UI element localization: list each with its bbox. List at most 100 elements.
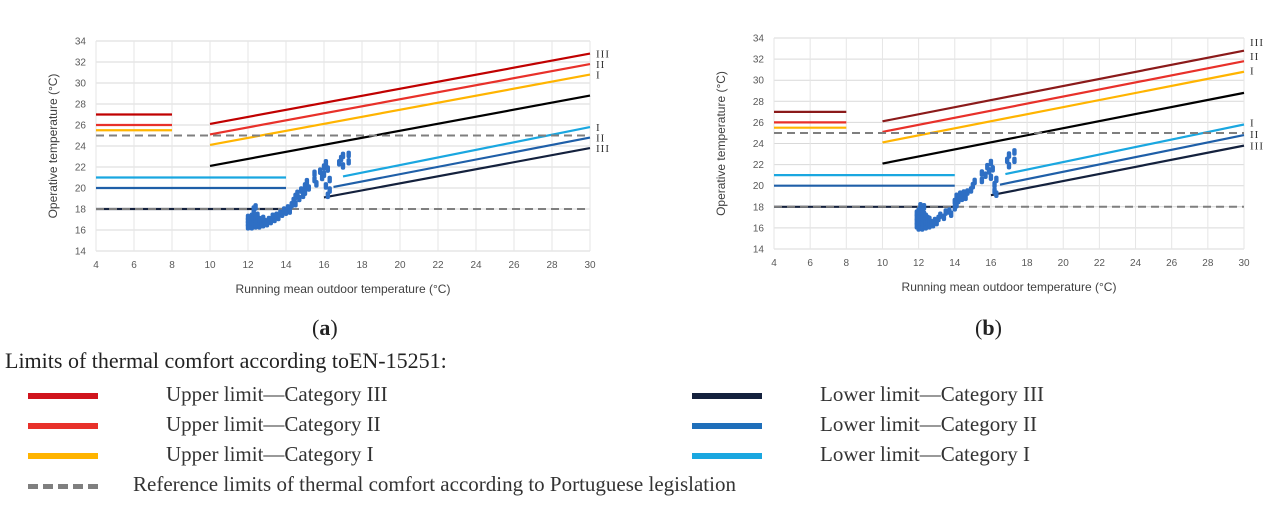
chart-b-category-label: I <box>1250 66 1255 78</box>
chart-a-xtick-label: 30 <box>584 260 596 271</box>
chart-a-category-label: III <box>596 49 610 61</box>
legend-label-lower-iii: Lower limit—Category III <box>820 382 1044 406</box>
chart-a-scatter-point-45 <box>302 188 308 196</box>
chart-b-xtick-label: 24 <box>1130 258 1142 269</box>
chart-b-scatter-point-34 <box>938 211 943 220</box>
chart-b-xtick-label: 20 <box>1058 258 1070 269</box>
caption-b: (b) <box>975 315 1002 340</box>
chart-a-xtick-label: 4 <box>93 260 99 271</box>
chart-b-scatter-point-63 <box>994 190 999 198</box>
chart-b-xlabel: Running mean outdoor temperature (°C) <box>902 280 1117 294</box>
chart-b-scatter-point-54 <box>983 171 988 179</box>
chart-b-ytick-label: 32 <box>753 55 765 66</box>
chart-b-scatter-point-67 <box>1012 148 1017 156</box>
chart-a-ytick-label: 32 <box>75 58 87 69</box>
chart-b-category-label: III <box>1250 37 1264 49</box>
chart-b-line-upper-limit-category-i-1 <box>882 70 1245 144</box>
chart-a-xtick-label: 16 <box>318 260 330 271</box>
chart-b-ytick-label: 24 <box>753 139 765 150</box>
caption-b-letter: b <box>982 315 995 340</box>
chart-a-line-lower-limit-category-iii-1 <box>323 147 591 199</box>
chart-b-line-upper-limit-category-iii-1 <box>882 49 1245 123</box>
legend-swatch-lower-ii <box>692 423 762 429</box>
chart-b-line-lower-limit-category-ii-1 <box>999 133 1245 186</box>
chart-b-scatter-point-48 <box>965 188 970 196</box>
chart-a-xtick-label: 12 <box>242 260 254 271</box>
chart-b-xtick-label: 16 <box>985 258 997 269</box>
chart-a-ytick-label: 16 <box>75 226 87 237</box>
chart-b-scatter-point-53 <box>979 169 985 177</box>
chart-a-scatter-point-60 <box>327 186 332 194</box>
chart-b-scatter-point-66 <box>1006 161 1012 170</box>
chart-b-xtick-label: 4 <box>771 258 777 269</box>
chart-a-xtick-label: 24 <box>470 260 482 271</box>
legend-swatch-upper-i <box>28 453 98 459</box>
chart-a-line-neutral-0 <box>209 94 591 168</box>
chart-a-scatter-point-57 <box>325 165 330 173</box>
chart-a-xtick-label: 14 <box>280 260 292 271</box>
chart-b-xtick-label: 26 <box>1166 258 1178 269</box>
chart-a-xtick-label: 18 <box>356 260 368 271</box>
chart-b-ytick-label: 20 <box>753 181 765 192</box>
chart-a-category-label: II <box>596 133 605 145</box>
chart-a-ytick-label: 20 <box>75 184 87 195</box>
chart-a-ytick-label: 18 <box>75 205 87 216</box>
chart-a-category-label: III <box>596 143 610 155</box>
chart-b-ytick-label: 30 <box>753 76 765 87</box>
chart-b-xtick-label: 22 <box>1094 258 1106 269</box>
chart-b-scatter-point-52 <box>979 176 985 185</box>
chart-b-category-label: I <box>1250 117 1255 129</box>
chart-b-xtick-label: 28 <box>1202 258 1214 269</box>
chart-a-ytick-label: 34 <box>75 37 87 48</box>
chart-b-scatter-point-51 <box>972 177 977 186</box>
chart-a-ytick-label: 28 <box>75 100 87 111</box>
chart-b-line-upper-limit-category-ii-1 <box>882 60 1245 133</box>
chart-b-scatter-point-43 <box>956 196 961 205</box>
chart-b-category-label: III <box>1250 141 1264 153</box>
chart-a-xtick-label: 6 <box>131 260 137 271</box>
chart-a-scatter-point-59 <box>327 175 332 184</box>
chart-a-xlabel: Running mean outdoor temperature (°C) <box>236 282 451 296</box>
chart-a-line-upper-limit-category-iii-1 <box>209 52 591 126</box>
chart-b-line-lower-limit-category-iii-1 <box>990 144 1245 197</box>
caption-a-letter: a <box>319 315 331 340</box>
chart-b-scatter-point-38 <box>948 210 954 218</box>
legend-swatch-lower-i <box>692 453 762 459</box>
chart-b-scatter-point-65 <box>1006 151 1012 159</box>
chart-a-scatter-point-54 <box>321 170 327 179</box>
caption-a: (a) <box>312 315 338 340</box>
chart-b-scatter-point-56 <box>986 167 992 175</box>
chart-b-ytick-label: 22 <box>753 160 765 171</box>
chart-a-category-label: I <box>596 70 601 82</box>
chart-b-xtick-label: 10 <box>877 258 889 269</box>
chart-a-scatter-point-49 <box>312 169 317 178</box>
chart-b-ytick-label: 34 <box>753 34 765 45</box>
chart-b-scatter-point-62 <box>994 175 999 184</box>
chart-a-scatter-point-14 <box>253 203 258 211</box>
chart-a-scatter-point-47 <box>306 184 311 192</box>
legend-swatch-lower-iii <box>692 393 762 399</box>
legend-label-upper-i: Upper limit—Category I <box>166 442 374 466</box>
chart-a-scatter-point-39 <box>293 199 298 208</box>
chart-a-xtick-label: 10 <box>204 260 216 271</box>
chart-a-scatter-point-55 <box>323 159 329 167</box>
legend-label-upper-iii: Upper limit—Category III <box>166 382 388 406</box>
chart-a-scatter-point-64 <box>340 162 346 170</box>
chart-b-scatter-point-36 <box>943 208 948 216</box>
chart-b-ytick-label: 14 <box>753 245 765 256</box>
chart-a-ylabel: Operative temperature (°C) <box>46 74 60 219</box>
chart-a-scatter-point-66 <box>346 157 351 166</box>
chart-a-ytick-label: 24 <box>75 142 87 153</box>
chart-b-scatter-point-57 <box>988 158 994 167</box>
chart-b-ytick-label: 16 <box>753 223 765 234</box>
chart-b-xtick-label: 8 <box>844 258 850 269</box>
chart-a-line-upper-limit-category-i-1 <box>209 73 591 147</box>
legend-title: Limits of thermal comfort according toEN… <box>5 348 447 373</box>
chart-b-category-label: II <box>1250 129 1259 141</box>
legend-label-reference: Reference limits of thermal comfort acco… <box>133 472 736 496</box>
chart-a-xtick-label: 22 <box>432 260 444 271</box>
chart-b-category-label: II <box>1250 51 1259 63</box>
chart-a-ytick-label: 26 <box>75 121 87 132</box>
chart-a-line-upper-limit-category-ii-1 <box>209 63 591 136</box>
chart-b-scatter-point-58 <box>988 173 994 182</box>
